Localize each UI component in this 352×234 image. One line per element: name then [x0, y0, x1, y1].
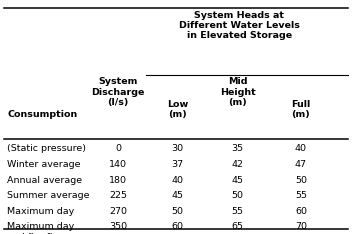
- Text: 45: 45: [172, 191, 184, 200]
- Text: Summer average: Summer average: [7, 191, 89, 200]
- Text: 47: 47: [295, 160, 307, 169]
- Text: Maximum day: Maximum day: [7, 207, 74, 216]
- Text: Winter average: Winter average: [7, 160, 81, 169]
- Text: 35: 35: [232, 144, 244, 153]
- Text: 42: 42: [232, 160, 244, 169]
- Text: 37: 37: [172, 160, 184, 169]
- Text: Annual average: Annual average: [7, 176, 82, 185]
- Text: System
Discharge
(l/s): System Discharge (l/s): [91, 77, 145, 107]
- Text: (Static pressure): (Static pressure): [7, 144, 86, 153]
- Text: Full
(m): Full (m): [291, 100, 310, 119]
- Text: 40: 40: [295, 144, 307, 153]
- Text: Low
(m): Low (m): [167, 100, 188, 119]
- Text: 140: 140: [109, 160, 127, 169]
- Text: Mid
Height
(m): Mid Height (m): [220, 77, 256, 107]
- Text: 60: 60: [172, 222, 184, 231]
- Text: 350: 350: [109, 222, 127, 231]
- Text: 40: 40: [172, 176, 184, 185]
- Text: 270: 270: [109, 207, 127, 216]
- Text: 55: 55: [232, 207, 244, 216]
- Text: 45: 45: [232, 176, 244, 185]
- Text: Maximum day
and fire flow: Maximum day and fire flow: [7, 222, 74, 234]
- Text: 0: 0: [115, 144, 121, 153]
- Text: 30: 30: [172, 144, 184, 153]
- Text: 50: 50: [295, 176, 307, 185]
- Text: 70: 70: [295, 222, 307, 231]
- Text: 65: 65: [232, 222, 244, 231]
- Text: 180: 180: [109, 176, 127, 185]
- Text: 50: 50: [232, 191, 244, 200]
- Text: 225: 225: [109, 191, 127, 200]
- Text: 50: 50: [172, 207, 184, 216]
- Text: 60: 60: [295, 207, 307, 216]
- Text: System Heads at
Different Water Levels
in Elevated Storage: System Heads at Different Water Levels i…: [179, 11, 300, 40]
- Text: 55: 55: [295, 191, 307, 200]
- Text: Consumption: Consumption: [7, 110, 77, 119]
